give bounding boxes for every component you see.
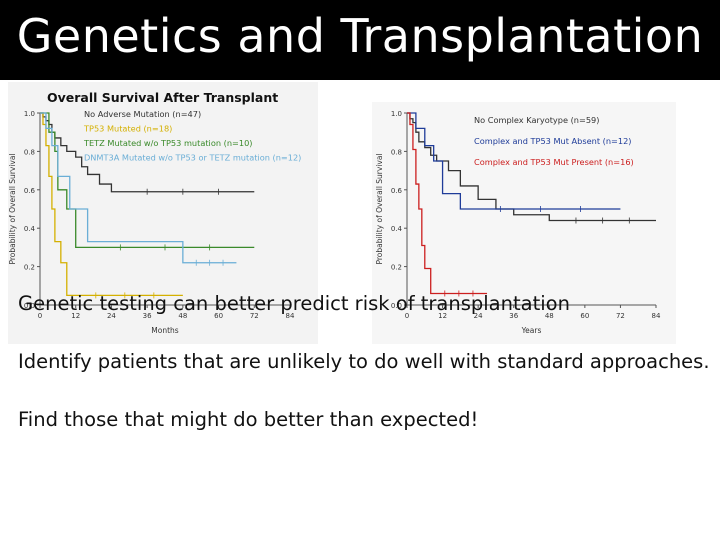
- x-tick-label: 60: [580, 312, 589, 320]
- legend-entry-4: DNMT3A Mutated w/o TP53 or TETZ mutation…: [84, 153, 301, 163]
- x-tick-label: 48: [545, 312, 554, 320]
- y-tick-label: 0.8: [24, 148, 35, 156]
- chart-right-y-label: Probability of Overall Survival: [375, 153, 384, 264]
- legend-entry-1: No Complex Karyotype (n=59): [474, 115, 599, 125]
- series-line-2: [40, 112, 183, 297]
- chart-left: Overall Survival After Transplant 0.0 0.2…: [8, 82, 318, 344]
- x-tick-label: 12: [438, 312, 447, 320]
- slide-title: Genetics and Transplantation: [16, 9, 704, 63]
- chart-right-x-label: Years: [521, 326, 542, 335]
- x-tick-label: 60: [214, 312, 223, 320]
- x-tick-label: 24: [474, 312, 483, 320]
- bullet-1: Genetic testing can better predict risk …: [18, 292, 570, 315]
- y-tick-label: 0.6: [391, 187, 403, 195]
- y-tick-label: 0.8: [391, 148, 402, 156]
- bullet-3: Find those that might do better than exp…: [18, 408, 479, 431]
- chart-left-background: [8, 82, 318, 344]
- series-line-4: [40, 112, 237, 264]
- y-tick-label: 1.0: [24, 110, 35, 118]
- x-tick-label: 0: [405, 312, 409, 320]
- x-tick-label: 0: [38, 312, 42, 320]
- x-tick-label: 48: [178, 312, 187, 320]
- x-tick-label: 24: [107, 312, 116, 320]
- x-tick-label: 72: [250, 312, 259, 320]
- chart-left-y-label: Probability of Overall Survival: [8, 153, 17, 264]
- series-line-3: [407, 112, 488, 295]
- y-tick-label: 0.6: [24, 187, 36, 195]
- y-tick-label: 0.4: [24, 225, 36, 233]
- y-tick-label: 1.0: [391, 110, 402, 118]
- x-tick-label: 84: [652, 312, 661, 320]
- y-tick-label: 0.2: [24, 264, 35, 272]
- legend-entry-1: No Adverse Mutation (n=47): [84, 109, 201, 119]
- chart-right: 0.0 0.2 0.4 0.6 0.8 1.0 0 12 24 36 48 60 72 84 Years Pr…: [372, 102, 676, 344]
- x-tick-label: 36: [509, 312, 518, 320]
- x-tick-label: 72: [616, 312, 625, 320]
- chart-left-title: Overall Survival After Transplant: [47, 90, 278, 105]
- chart-left-x-label: Months: [151, 326, 179, 335]
- x-tick-label: 36: [143, 312, 152, 320]
- series-line-2: [407, 112, 621, 210]
- bullet-2: Identify patients that are unlikely to d…: [18, 350, 710, 373]
- y-tick-label: 0.2: [391, 264, 402, 272]
- x-tick-label: 12: [71, 312, 80, 320]
- legend-entry-2: Complex and TP53 Mut Absent (n=12): [474, 136, 632, 146]
- legend-entry-2: TP53 Mutated (n=18): [83, 124, 172, 134]
- survival-charts: Overall Survival After Transplant 0.0 0.2…: [8, 82, 676, 344]
- y-tick-label: 0.0: [24, 302, 35, 310]
- legend-entry-3: Complex and TP53 Mut Present (n=16): [474, 157, 634, 167]
- title-bar: Genetics and Transplantation: [0, 0, 720, 80]
- y-tick-label: 0.4: [391, 225, 403, 233]
- legend-entry-3: TETZ Mutated w/o TP53 mutation (n=10): [83, 138, 252, 148]
- y-tick-label: 0.0: [391, 302, 402, 310]
- x-tick-label: 84: [286, 312, 295, 320]
